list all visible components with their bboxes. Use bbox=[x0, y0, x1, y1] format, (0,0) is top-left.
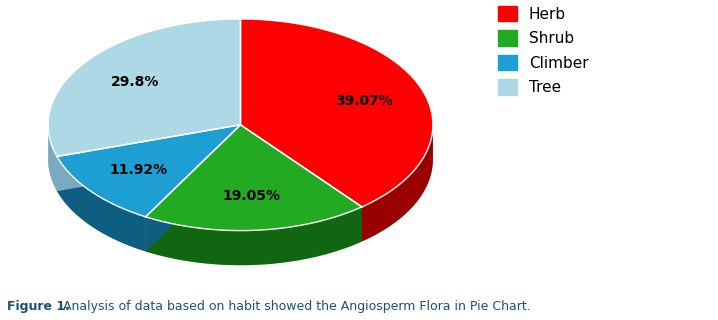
Text: Figure 1.: Figure 1. bbox=[7, 300, 70, 313]
Text: 39.07%: 39.07% bbox=[335, 94, 393, 108]
Polygon shape bbox=[241, 19, 433, 207]
Polygon shape bbox=[241, 125, 362, 242]
Text: 19.05%: 19.05% bbox=[223, 189, 281, 204]
Polygon shape bbox=[57, 125, 241, 191]
Polygon shape bbox=[48, 19, 241, 156]
Text: 11.92%: 11.92% bbox=[110, 163, 168, 177]
Polygon shape bbox=[57, 125, 241, 217]
Polygon shape bbox=[48, 125, 57, 191]
Polygon shape bbox=[362, 126, 433, 242]
Polygon shape bbox=[146, 207, 362, 265]
Legend: Herb, Shrub, Climber, Tree: Herb, Shrub, Climber, Tree bbox=[498, 6, 589, 95]
Polygon shape bbox=[57, 125, 241, 191]
Text: Analysis of data based on habit showed the Angiosperm Flora in Pie Chart.: Analysis of data based on habit showed t… bbox=[59, 300, 531, 313]
Polygon shape bbox=[146, 125, 362, 231]
Polygon shape bbox=[241, 125, 362, 242]
Polygon shape bbox=[57, 156, 146, 252]
Polygon shape bbox=[146, 125, 241, 252]
Text: 29.8%: 29.8% bbox=[111, 75, 159, 89]
Polygon shape bbox=[146, 125, 241, 252]
Polygon shape bbox=[48, 53, 433, 265]
